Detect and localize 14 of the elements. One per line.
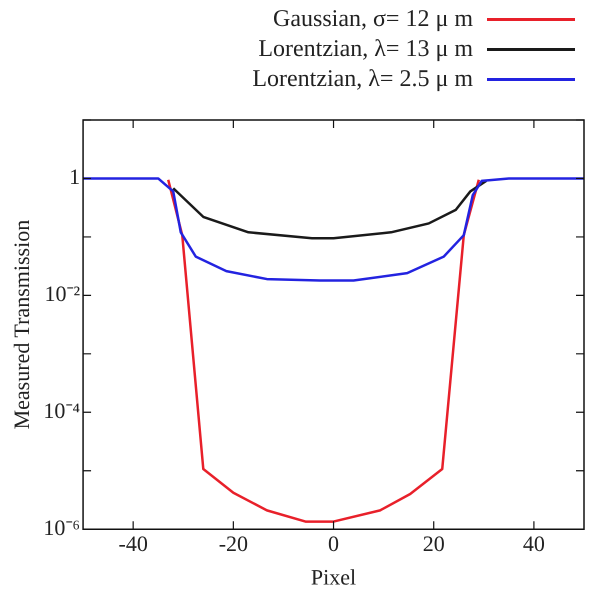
y-tick-label: 1 (69, 164, 80, 190)
y-tick-label: 10⁻⁶ (43, 514, 80, 540)
x-tick-label: 40 (522, 531, 545, 556)
y-tick-label: 10⁻⁴ (43, 398, 80, 424)
legend-label: Lorentzian, λ= 2.5 μ m (252, 65, 473, 94)
x-tick-label: 20 (422, 531, 445, 556)
y-axis-title: Measured Transmission (8, 220, 34, 430)
x-axis-title: Pixel (310, 564, 356, 590)
x-tick-label: -40 (118, 531, 148, 556)
x-tick-label: 0 (328, 531, 340, 556)
x-tick-label: -20 (218, 531, 248, 556)
y-tick-label: 10⁻² (44, 281, 80, 306)
legend-label: Lorentzian, λ= 13 μ m (258, 35, 473, 64)
legend-label: Gaussian, σ= 12 μ m (273, 5, 473, 34)
